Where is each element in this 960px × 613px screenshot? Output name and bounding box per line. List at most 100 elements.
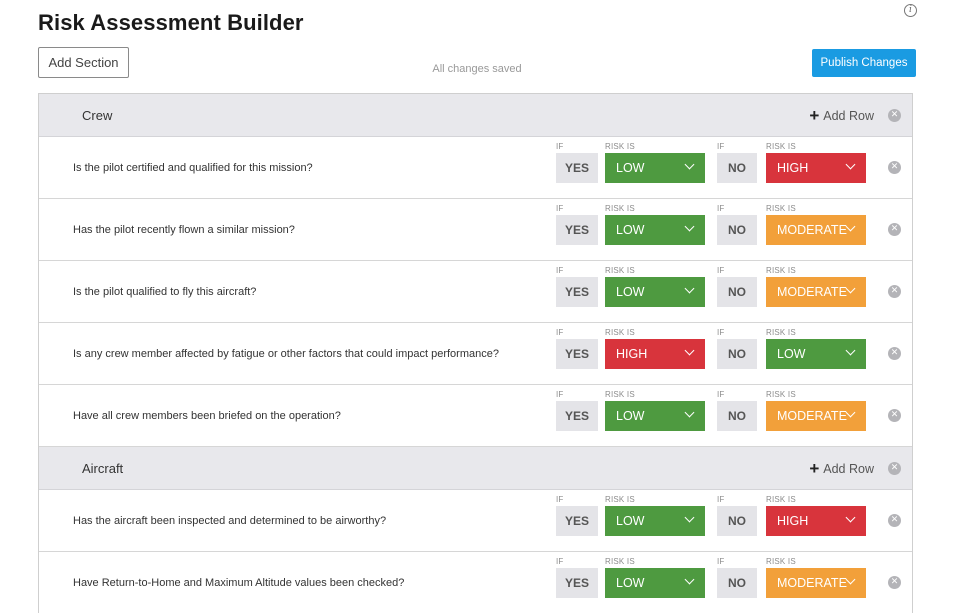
info-icon[interactable]: i (904, 4, 917, 17)
table-row: Is any crew member affected by fatigue o… (39, 323, 912, 385)
risk-is-label: RISK IS (766, 328, 796, 337)
chevron-down-icon (845, 345, 856, 356)
no-risk-select[interactable]: LOW (766, 339, 866, 369)
remove-row-icon[interactable]: ✕ (888, 409, 901, 422)
chevron-down-icon (684, 221, 695, 232)
no-risk-value: MODERATE (777, 285, 847, 299)
yes-risk-value: LOW (616, 409, 645, 423)
chevron-down-icon (684, 512, 695, 523)
yes-risk-value: HIGH (616, 347, 648, 361)
risk-is-label: RISK IS (605, 557, 635, 566)
table-row: Has the pilot recently flown a similar m… (39, 199, 912, 261)
if-label: IF (717, 557, 725, 566)
no-risk-select[interactable]: HIGH (766, 153, 866, 183)
if-label: IF (556, 390, 564, 399)
yes-risk-select[interactable]: LOW (605, 277, 705, 307)
if-label: IF (717, 495, 725, 504)
yes-risk-value: LOW (616, 223, 645, 237)
question-text: Is the pilot certified and qualified for… (73, 162, 313, 174)
no-risk-value: MODERATE (777, 576, 847, 590)
remove-row-icon[interactable]: ✕ (888, 514, 901, 527)
risk-sections-container: Crew + Add Row ✕ Is the pilot certified and … (38, 93, 913, 613)
remove-section-icon[interactable]: ✕ (888, 462, 901, 475)
no-risk-select[interactable]: MODERATE (766, 568, 866, 598)
if-label: IF (717, 142, 725, 151)
table-row: Has the aircraft been inspected and dete… (39, 490, 912, 552)
question-text: Is any crew member affected by fatigue o… (73, 348, 499, 360)
yes-risk-select[interactable]: LOW (605, 506, 705, 536)
no-answer: NO (717, 506, 757, 536)
risk-is-label: RISK IS (766, 204, 796, 213)
add-section-button[interactable]: Add Section (38, 47, 129, 78)
page-title: Risk Assessment Builder (38, 10, 304, 35)
if-label: IF (717, 204, 725, 213)
yes-answer: YES (556, 506, 598, 536)
no-risk-select[interactable]: MODERATE (766, 401, 866, 431)
section-header: Crew + Add Row ✕ (39, 94, 912, 137)
yes-risk-select[interactable]: LOW (605, 153, 705, 183)
chevron-down-icon (684, 159, 695, 170)
if-label: IF (556, 266, 564, 275)
if-label: IF (556, 328, 564, 337)
no-risk-select[interactable]: MODERATE (766, 215, 866, 245)
chevron-down-icon (845, 221, 856, 232)
no-risk-value: MODERATE (777, 409, 847, 423)
chevron-down-icon (845, 159, 856, 170)
no-answer: NO (717, 401, 757, 431)
if-label: IF (717, 266, 725, 275)
add-row-label: Add Row (823, 108, 874, 123)
if-label: IF (556, 495, 564, 504)
remove-section-icon[interactable]: ✕ (888, 109, 901, 122)
table-row: Have Return-to-Home and Maximum Altitude… (39, 552, 912, 613)
yes-risk-value: LOW (616, 514, 645, 528)
if-label: IF (717, 328, 725, 337)
remove-row-icon[interactable]: ✕ (888, 161, 901, 174)
chevron-down-icon (684, 407, 695, 418)
question-text: Has the aircraft been inspected and dete… (73, 515, 387, 527)
yes-answer: YES (556, 153, 598, 183)
no-risk-value: HIGH (777, 161, 809, 175)
yes-answer: YES (556, 401, 598, 431)
remove-row-icon[interactable]: ✕ (888, 347, 901, 360)
no-risk-select[interactable]: HIGH (766, 506, 866, 536)
table-row: Have all crew members been briefed on th… (39, 385, 912, 447)
remove-row-icon[interactable]: ✕ (888, 285, 901, 298)
yes-answer: YES (556, 339, 598, 369)
no-answer: NO (717, 215, 757, 245)
question-text: Is the pilot qualified to fly this aircr… (73, 286, 257, 298)
publish-changes-button[interactable]: Publish Changes (812, 49, 916, 77)
yes-risk-select[interactable]: HIGH (605, 339, 705, 369)
table-row: Is the pilot certified and qualified for… (39, 137, 912, 199)
add-row-button[interactable]: + Add Row (809, 447, 874, 490)
no-answer: NO (717, 153, 757, 183)
yes-answer: YES (556, 568, 598, 598)
if-label: IF (556, 557, 564, 566)
add-row-button[interactable]: + Add Row (809, 94, 874, 137)
add-row-label: Add Row (823, 461, 874, 476)
risk-is-label: RISK IS (766, 495, 796, 504)
risk-is-label: RISK IS (766, 557, 796, 566)
plus-icon: + (809, 106, 820, 125)
risk-is-label: RISK IS (605, 266, 635, 275)
section-header: Aircraft + Add Row ✕ (39, 447, 912, 490)
risk-is-label: RISK IS (605, 390, 635, 399)
section-title: Aircraft (82, 461, 124, 476)
section-title: Crew (82, 108, 113, 123)
yes-risk-select[interactable]: LOW (605, 215, 705, 245)
no-risk-select[interactable]: MODERATE (766, 277, 866, 307)
table-row: Is the pilot qualified to fly this aircr… (39, 261, 912, 323)
risk-is-label: RISK IS (605, 204, 635, 213)
question-text: Has the pilot recently flown a similar m… (73, 224, 295, 236)
if-label: IF (556, 204, 564, 213)
yes-risk-select[interactable]: LOW (605, 401, 705, 431)
remove-row-icon[interactable]: ✕ (888, 576, 901, 589)
risk-is-label: RISK IS (766, 142, 796, 151)
question-text: Have all crew members been briefed on th… (73, 410, 341, 422)
yes-answer: YES (556, 215, 598, 245)
risk-is-label: RISK IS (766, 390, 796, 399)
remove-row-icon[interactable]: ✕ (888, 223, 901, 236)
plus-icon: + (809, 459, 820, 478)
no-risk-value: LOW (777, 347, 806, 361)
yes-risk-select[interactable]: LOW (605, 568, 705, 598)
no-risk-value: HIGH (777, 514, 809, 528)
